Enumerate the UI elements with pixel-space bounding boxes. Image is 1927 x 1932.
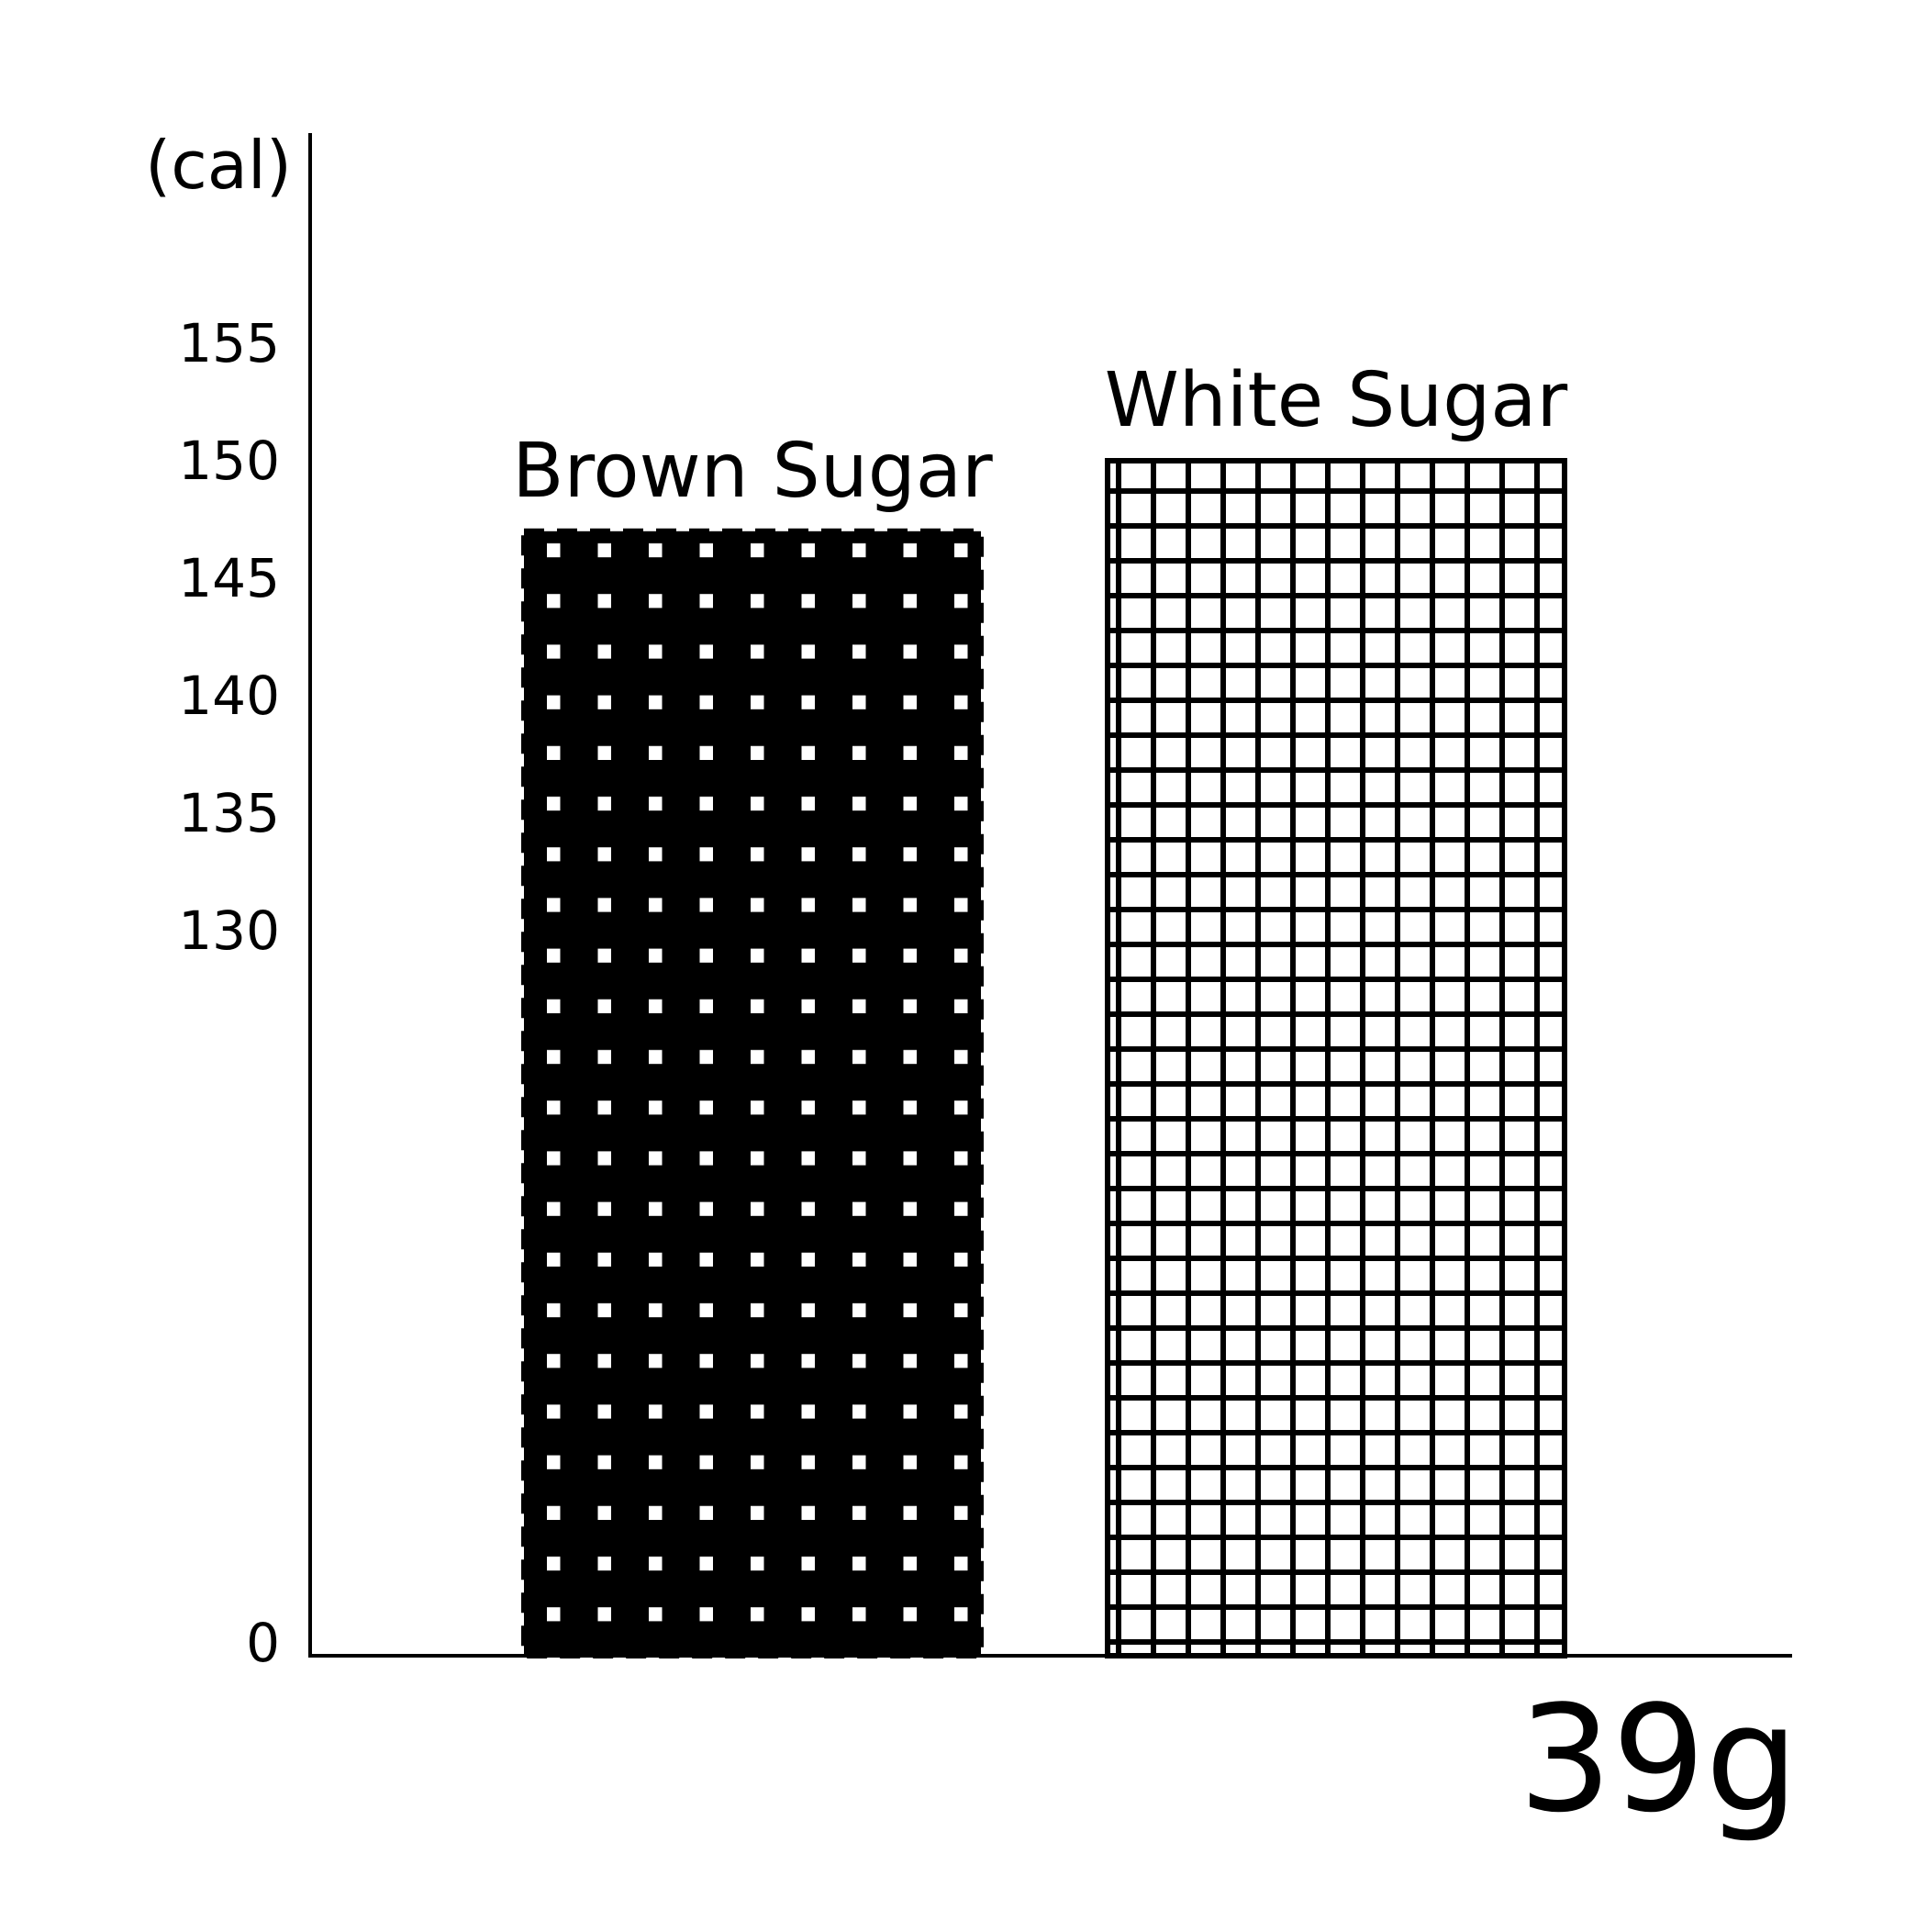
y-axis-unit-label: (cal) — [145, 127, 292, 204]
y-tick-label: 140 — [178, 664, 280, 727]
bar-label-brown-sugar: Brown Sugar — [512, 428, 993, 515]
y-tick-label: 145 — [178, 547, 280, 609]
y-tick-label: 130 — [178, 899, 280, 962]
bar-white-sugar — [1105, 458, 1567, 1658]
y-tick-label: 135 — [178, 782, 280, 844]
bar-label-white-sugar: White Sugar — [1105, 357, 1568, 444]
bar-brown-sugar — [521, 528, 984, 1658]
y-tick-label: 155 — [178, 312, 280, 374]
bar-labels: Brown Sugar White Sugar — [512, 357, 1567, 515]
bars — [521, 458, 1567, 1658]
x-axis-label: 39g — [1519, 1673, 1799, 1845]
y-tick-label: 0 — [246, 1612, 280, 1674]
y-tick-labels: 0 130 135 140 145 150 155 — [178, 312, 280, 1674]
y-tick-label: 150 — [178, 430, 280, 492]
